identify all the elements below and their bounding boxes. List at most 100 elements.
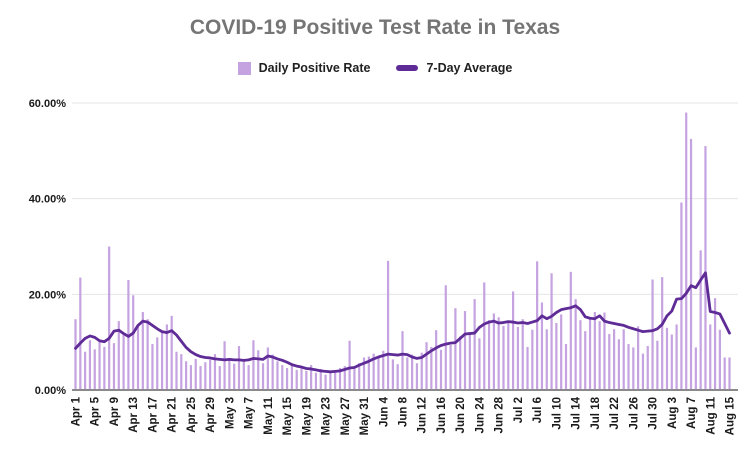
bar [319, 368, 322, 390]
bar [704, 146, 707, 390]
x-tick-label: May 23 [321, 397, 333, 435]
bar [612, 329, 616, 390]
bar [353, 368, 356, 390]
bar [694, 347, 697, 390]
x-tick-label: Aug 7 [686, 397, 698, 429]
x-tick-label: Jun 8 [398, 396, 410, 427]
bar [555, 323, 558, 390]
bar [497, 317, 500, 390]
x-tick-label: May 19 [301, 397, 313, 435]
bar [257, 350, 260, 390]
legend-average-label: 7-Day Average [426, 61, 513, 75]
bar [136, 325, 140, 390]
bar [435, 330, 438, 390]
bar [146, 319, 149, 390]
bar [396, 364, 399, 390]
bar [261, 363, 265, 390]
x-tick-label: Jun 12 [417, 397, 429, 433]
bar [536, 261, 539, 390]
chart-title: COVID-19 Positive Test Rate in Texas [189, 16, 561, 39]
legend-daily-label: Daily Positive Rate [258, 61, 371, 75]
bar [622, 329, 625, 390]
bar [285, 368, 289, 390]
legend-item-average: 7-Day Average [396, 61, 512, 75]
bar [593, 312, 596, 390]
bar [276, 361, 279, 390]
average-line [74, 271, 731, 374]
bar [627, 344, 630, 390]
x-tick-label: Jun 20 [455, 397, 467, 433]
bar [175, 351, 178, 390]
x-tick-label: May 11 [263, 396, 275, 434]
bar [680, 202, 683, 390]
bar [151, 344, 154, 390]
bar [386, 260, 390, 390]
bar [560, 314, 563, 390]
bar [507, 323, 510, 390]
x-tick-label: May 31 [359, 396, 371, 435]
bar [526, 346, 529, 390]
bar [108, 246, 111, 390]
average-dash-icon [396, 65, 419, 71]
bar [598, 321, 601, 390]
bar [170, 315, 173, 390]
bar [290, 364, 293, 390]
x-tick-label: Jul 14 [571, 396, 583, 429]
bar [247, 365, 250, 390]
bar [670, 334, 673, 390]
bar [189, 365, 193, 390]
bar [603, 312, 606, 390]
bar [295, 369, 298, 390]
bar [478, 338, 481, 390]
bar [545, 329, 548, 390]
bar [617, 339, 620, 390]
x-tick-label: Apr 21 [167, 396, 179, 432]
bar [651, 279, 654, 390]
y-tick-label: 60.00% [29, 98, 67, 110]
bar [531, 329, 534, 390]
bar [252, 340, 255, 390]
x-tick-label: Apr 5 [90, 396, 102, 426]
legend-item-daily: Daily Positive Rate [237, 61, 371, 75]
bar [608, 334, 611, 390]
bar [459, 336, 462, 390]
bar [343, 366, 346, 390]
x-tick-label: Apr 25 [186, 396, 198, 432]
bar [84, 351, 87, 390]
bar [709, 324, 712, 390]
bar [579, 320, 582, 390]
x-tick-label: Apr 9 [109, 397, 121, 426]
bar [584, 331, 587, 390]
bar [98, 340, 101, 390]
bar [338, 368, 342, 390]
bar [300, 367, 303, 390]
bar [223, 341, 226, 390]
bar [79, 277, 82, 390]
bar [281, 365, 284, 390]
bar [483, 282, 486, 391]
bar [209, 359, 212, 390]
x-tick-label: May 15 [282, 396, 294, 435]
bar [233, 363, 236, 390]
y-tick-label: 20.00% [29, 289, 67, 301]
bar [213, 354, 217, 391]
daily-swatch-icon [237, 61, 251, 75]
bar [218, 366, 221, 390]
bar [713, 298, 717, 390]
x-tick-label: Aug 15 [725, 396, 737, 435]
bar [204, 362, 207, 390]
bar [444, 285, 447, 390]
bar [411, 354, 414, 390]
bar [194, 358, 197, 390]
bar [391, 359, 394, 390]
bar [271, 354, 274, 390]
bar [449, 345, 452, 390]
bar [377, 357, 380, 390]
bar [521, 319, 524, 390]
x-tick-label: Jul 30 [648, 397, 660, 430]
bar [569, 271, 572, 390]
bar [180, 354, 183, 391]
legend: Daily Positive Rate 7-Day Average [0, 61, 750, 75]
